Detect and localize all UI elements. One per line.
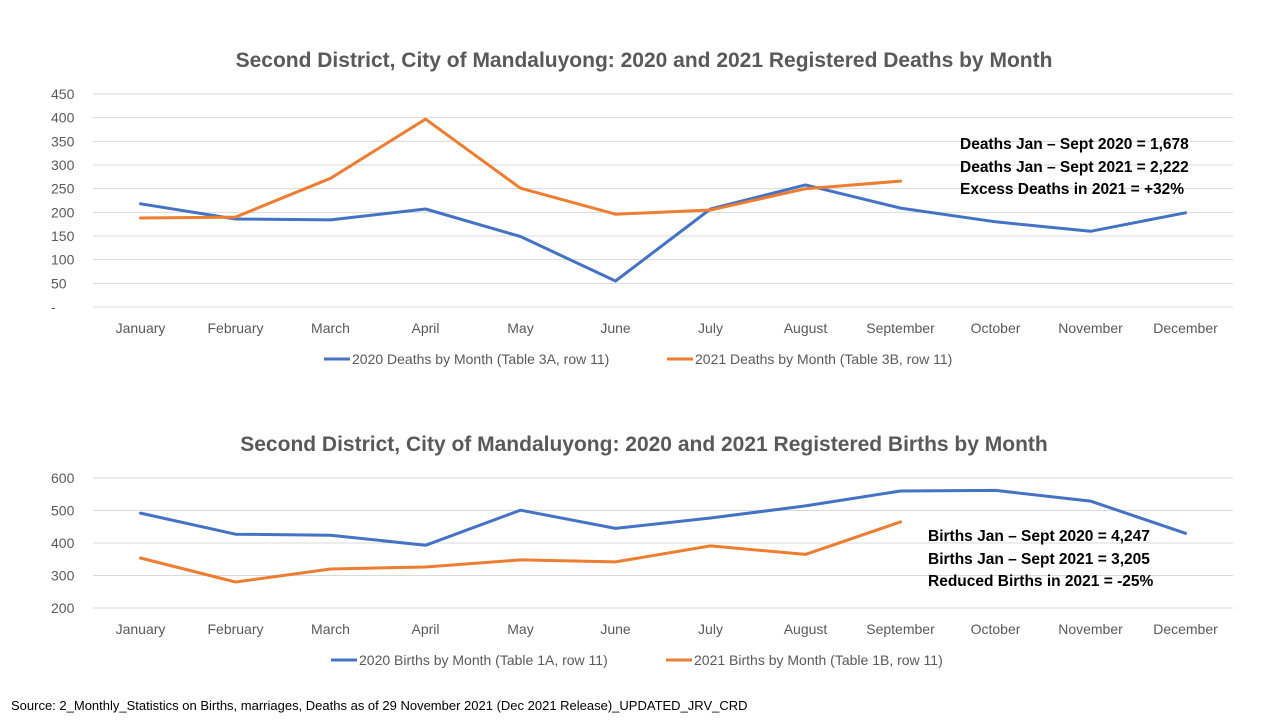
births-chart-title: Second District, City of Mandaluyong: 20… [240,433,1048,456]
births-series-2020-line [139,488,1187,547]
deaths-y-tick-label: 50 [51,275,67,291]
deaths-x-tick-label: June [600,320,631,336]
deaths-chart-title: Second District, City of Mandaluyong: 20… [235,49,1053,72]
births-x-tick-label: October [971,621,1021,637]
births-x-tick-label: March [311,621,350,637]
births-x-tick-label: February [207,621,263,637]
deaths-y-tick-label: 250 [51,181,75,197]
deaths-line-chart: - 50 100 150 200 250 300 350 400 450 January Februa… [51,86,1233,367]
births-x-tick-label: September [866,621,935,637]
deaths-x-tick-label: July [698,320,723,336]
deaths-x-tick-label: March [311,320,350,336]
births-y-tick-label: 400 [51,535,75,551]
births-x-tick-label: July [698,621,723,637]
deaths-legend-label: 2020 Deaths by Month (Table 3A, row 11) [352,351,609,367]
deaths-y-tick-label: 450 [51,86,75,102]
deaths-x-tick-label: August [784,320,828,336]
deaths-series-2021-line [139,117,902,220]
deaths-x-tick-label: September [866,320,935,336]
deaths-x-tick-label: October [971,320,1021,336]
deaths-summary-annotation: Deaths Jan – Sept 2020 = 1,678 Deaths Ja… [960,134,1189,202]
deaths-y-tick-label: - [51,299,56,315]
births-y-tick-label: 500 [51,503,75,519]
births-x-tick-label: November [1058,621,1123,637]
births-x-tick-label: January [116,621,166,637]
reduced-births-text: Reduced Births in 2021 = -25% [928,573,1154,590]
deaths-y-tick-label: 300 [51,157,75,173]
births-x-tick-label: August [784,621,828,637]
deaths-y-tick-label: 350 [51,133,75,149]
deaths-2021-total-text: Deaths Jan – Sept 2021 = 2,222 [960,158,1189,176]
births-x-tick-label: May [507,621,533,637]
deaths-x-tick-label: December [1153,320,1218,336]
births-2020-total-text: Births Jan – Sept 2020 = 4,247 [928,528,1150,545]
excess-deaths-text: Excess Deaths in 2021 = +32% [960,181,1185,198]
births-x-tick-label: April [411,621,439,637]
births-2021-total-text: Births Jan – Sept 2021 = 3,205 [928,550,1150,568]
births-x-tick-label: June [600,621,631,637]
deaths-y-tick-label: 150 [51,228,75,244]
deaths-y-tick-label: 400 [51,110,75,126]
deaths-series-2020-line [139,183,1187,283]
births-legend-label: 2020 Births by Month (Table 1A, row 11) [359,652,608,668]
births-legend-label: 2021 Births by Month (Table 1B, row 11) [694,652,943,668]
births-y-tick-label: 600 [51,470,75,486]
births-summary-annotation: Births Jan – Sept 2020 = 4,247 Births Ja… [928,526,1153,594]
deaths-y-tick-label: 100 [51,252,75,268]
deaths-x-tick-label: November [1058,320,1123,336]
deaths-legend-label: 2021 Deaths by Month (Table 3B, row 11) [695,351,952,367]
births-series-2021-line [139,520,902,584]
deaths-x-tick-label: January [116,320,166,336]
births-y-tick-label: 200 [51,600,75,616]
births-x-tick-label: December [1153,621,1218,637]
births-y-tick-label: 300 [51,568,75,584]
deaths-x-tick-label: April [411,320,439,336]
deaths-x-tick-label: February [207,320,263,336]
deaths-y-tick-label: 200 [51,204,75,220]
deaths-x-tick-label: May [507,320,533,336]
source-footnote: Source: 2_Monthly_Statistics on Births, … [11,698,748,713]
deaths-2020-total-text: Deaths Jan – Sept 2020 = 1,678 [960,136,1189,153]
